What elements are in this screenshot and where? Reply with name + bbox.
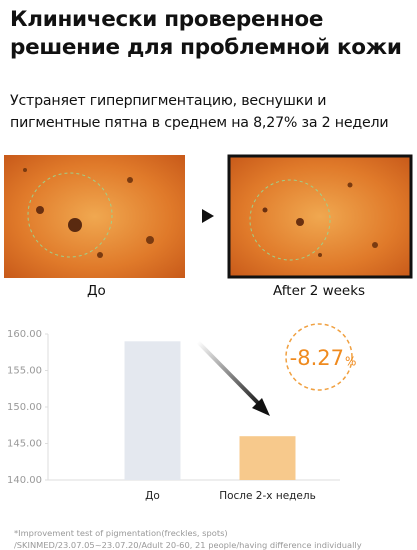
arrow [202, 209, 214, 223]
footnote: *Improvement test of pigmentation(freckl… [14, 528, 228, 538]
x-tick-label: До [145, 490, 160, 502]
footnote: /SKINMED/23.07.05~23.07.20/Adult 20-60, … [14, 540, 362, 550]
annotation-circle [285, 323, 353, 391]
annotation-value: -8.27 [290, 346, 344, 370]
y-tick-label: 145.00 [7, 439, 42, 450]
title: Клинически проверенное решение для пробл… [10, 6, 402, 62]
y-tick-label: 160.00 [7, 329, 42, 340]
after-image [227, 154, 413, 279]
subtitle-line: Устраняет гиперпигментацию, веснушки и [10, 93, 327, 109]
trend-arrow-head [252, 398, 270, 416]
title-line: Клинически проверенное [10, 7, 324, 32]
before-image [4, 155, 185, 278]
after-label: After 2 weeks [273, 283, 366, 299]
y-tick-label: 150.00 [7, 402, 42, 413]
title-line: решение для проблемной кожи [10, 35, 402, 60]
chart: -8.27 % 140.00 145.00 150.00 155.00 160.00 До… [7, 323, 356, 502]
bar [124, 341, 181, 480]
y-tick-label: 155.00 [7, 366, 42, 377]
skin-images [4, 154, 413, 279]
trend-arrow [196, 340, 264, 409]
x-tick-label: После 2-х недель [219, 490, 316, 502]
subtitle-line: пигментные пятна в среднем на 8,27% за 2… [10, 115, 389, 131]
before-label: До [87, 283, 106, 299]
annotation-unit: % [345, 355, 356, 369]
subtitle: Устраняет гиперпигментацию, веснушки и п… [10, 90, 389, 134]
bar [239, 436, 296, 480]
y-tick-label: 140.00 [7, 475, 42, 486]
